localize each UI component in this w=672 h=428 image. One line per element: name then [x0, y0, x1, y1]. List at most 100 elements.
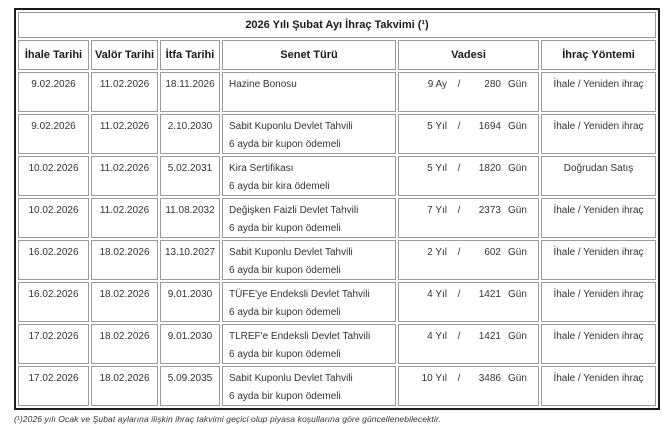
cell-ihrac-yontemi: İhale / Yeniden ihraç [541, 72, 657, 112]
cell-senet-turu: Kira Sertifikası 6 ayda bir kira ödemeli [222, 156, 396, 196]
vade-donem: 10 Yıl [421, 373, 447, 384]
senet-turu-line1: Sabit Kuponlu Devlet Tahvili [229, 373, 353, 384]
cell-itfa-tarihi: 13.10.2027 [160, 240, 220, 280]
senet-turu-line1: TLREF'e Endeksli Devlet Tahvili [229, 331, 371, 342]
vade-gun-sayisi: 1421 [478, 331, 501, 342]
cell-ihale-tarihi: 17.02.2026 [18, 324, 89, 364]
vade-donem: 4 Yıl [427, 289, 447, 300]
vade-donem: 4 Yıl [427, 331, 447, 342]
vade-ayrac: / [457, 163, 461, 174]
vade-birim: Gün [508, 247, 527, 258]
cell-valor-tarihi: 18.02.2026 [91, 240, 158, 280]
vade-ayrac: / [457, 205, 461, 216]
cell-senet-turu: Sabit Kuponlu Devlet Tahvili 6 ayda bir … [222, 114, 396, 154]
table-row: 10.02.2026 11.02.2026 5.02.2031 Kira Ser… [18, 156, 657, 196]
vade-ayrac: / [457, 247, 461, 258]
cell-ihrac-yontemi: Doğrudan Satış [541, 156, 657, 196]
vade-birim: Gün [508, 163, 527, 174]
cell-valor-tarihi: 11.02.2026 [91, 156, 158, 196]
cell-ihrac-yontemi: İhale / Yeniden ihraç [541, 198, 657, 238]
table-row: 16.02.2026 18.02.2026 9.01.2030 TÜFE'ye … [18, 282, 657, 322]
header-row: İhale Tarihi Valör Tarihi İtfa Tarihi Se… [18, 40, 657, 70]
vade-gun-sayisi: 280 [484, 79, 501, 90]
footnote: (¹)2026 yılı Ocak ve Şubat aylarına iliş… [14, 414, 441, 424]
ihrac-takvimi-table: 2026 Yılı Şubat Ayı İhraç Takvimi (¹) İh… [14, 8, 661, 410]
cell-valor-tarihi: 18.02.2026 [91, 366, 158, 406]
cell-valor-tarihi: 18.02.2026 [91, 282, 158, 322]
senet-turu-line2: 6 ayda bir kupon ödemeli [229, 265, 341, 276]
vade-gun-sayisi: 1820 [478, 163, 501, 174]
senet-turu-line2: 6 ayda bir kupon ödemeli [229, 307, 341, 318]
vade-donem: 7 Yıl [427, 205, 447, 216]
col-header-ihale-tarihi: İhale Tarihi [18, 40, 89, 70]
vade-gun-sayisi: 602 [484, 247, 501, 258]
cell-vadesi: 2 Yıl / 602 Gün [398, 240, 539, 280]
cell-vadesi: 4 Yıl / 1421 Gün [398, 282, 539, 322]
senet-turu-line1: Sabit Kuponlu Devlet Tahvili [229, 247, 353, 258]
vade-ayrac: / [457, 373, 461, 384]
cell-itfa-tarihi: 9.01.2030 [160, 282, 220, 322]
senet-turu-line2: 6 ayda bir kira ödemeli [229, 181, 330, 192]
senet-turu-line2: 6 ayda bir kupon ödemeli [229, 223, 341, 234]
cell-ihrac-yontemi: İhale / Yeniden ihraç [541, 114, 657, 154]
cell-ihrac-yontemi: İhale / Yeniden ihraç [541, 240, 657, 280]
table-row: 9.02.2026 11.02.2026 2.10.2030 Sabit Kup… [18, 114, 657, 154]
cell-itfa-tarihi: 11.08.2032 [160, 198, 220, 238]
cell-valor-tarihi: 11.02.2026 [91, 114, 158, 154]
cell-valor-tarihi: 18.02.2026 [91, 324, 158, 364]
cell-ihale-tarihi: 17.02.2026 [18, 366, 89, 406]
senet-turu-line2: 6 ayda bir kupon ödemeli [229, 139, 341, 150]
table-body: 9.02.2026 11.02.2026 18.11.2026 Hazine B… [18, 72, 657, 406]
senet-turu-line2: 6 ayda bir kupon ödemeli [229, 391, 341, 402]
senet-turu-line1: Hazine Bonosu [229, 79, 297, 90]
cell-ihale-tarihi: 10.02.2026 [18, 198, 89, 238]
cell-vadesi: 10 Yıl / 3486 Gün [398, 366, 539, 406]
cell-ihale-tarihi: 16.02.2026 [18, 240, 89, 280]
cell-itfa-tarihi: 5.02.2031 [160, 156, 220, 196]
cell-ihrac-yontemi: İhale / Yeniden ihraç [541, 282, 657, 322]
cell-vadesi: 5 Yıl / 1694 Gün [398, 114, 539, 154]
vade-birim: Gün [508, 79, 527, 90]
vade-birim: Gün [508, 289, 527, 300]
cell-senet-turu: Sabit Kuponlu Devlet Tahvili 6 ayda bir … [222, 240, 396, 280]
vade-ayrac: / [457, 79, 461, 90]
vade-ayrac: / [457, 121, 461, 132]
cell-senet-turu: Hazine Bonosu [222, 72, 396, 112]
cell-senet-turu: Sabit Kuponlu Devlet Tahvili 6 ayda bir … [222, 366, 396, 406]
table-row: 17.02.2026 18.02.2026 9.01.2030 TLREF'e … [18, 324, 657, 364]
cell-ihale-tarihi: 9.02.2026 [18, 114, 89, 154]
title-row: 2026 Yılı Şubat Ayı İhraç Takvimi (¹) [18, 12, 657, 38]
table-row: 10.02.2026 11.02.2026 11.08.2032 Değişke… [18, 198, 657, 238]
vade-donem: 9 Ay [427, 79, 447, 90]
col-header-valor-tarihi: Valör Tarihi [91, 40, 158, 70]
table-row: 16.02.2026 18.02.2026 13.10.2027 Sabit K… [18, 240, 657, 280]
cell-itfa-tarihi: 5.09.2035 [160, 366, 220, 406]
cell-vadesi: 4 Yıl / 1421 Gün [398, 324, 539, 364]
vade-ayrac: / [457, 331, 461, 342]
col-header-vadesi: Vadesi [398, 40, 539, 70]
cell-itfa-tarihi: 9.01.2030 [160, 324, 220, 364]
cell-ihale-tarihi: 10.02.2026 [18, 156, 89, 196]
vade-gun-sayisi: 1421 [478, 289, 501, 300]
cell-vadesi: 7 Yıl / 2373 Gün [398, 198, 539, 238]
senet-turu-line1: Sabit Kuponlu Devlet Tahvili [229, 121, 353, 132]
cell-valor-tarihi: 11.02.2026 [91, 72, 158, 112]
cell-senet-turu: TLREF'e Endeksli Devlet Tahvili 6 ayda b… [222, 324, 396, 364]
cell-senet-turu: Değişken Faizli Devlet Tahvili 6 ayda bi… [222, 198, 396, 238]
cell-ihrac-yontemi: İhale / Yeniden ihraç [541, 324, 657, 364]
vade-birim: Gün [508, 121, 527, 132]
senet-turu-line1: TÜFE'ye Endeksli Devlet Tahvili [229, 289, 370, 300]
senet-turu-line1: Kira Sertifikası [229, 163, 294, 174]
col-header-senet-turu: Senet Türü [222, 40, 396, 70]
vade-ayrac: / [457, 289, 461, 300]
vade-donem: 5 Yıl [427, 163, 447, 174]
cell-itfa-tarihi: 18.11.2026 [160, 72, 220, 112]
cell-ihale-tarihi: 16.02.2026 [18, 282, 89, 322]
table-row: 9.02.2026 11.02.2026 18.11.2026 Hazine B… [18, 72, 657, 112]
cell-vadesi: 9 Ay / 280 Gün [398, 72, 539, 112]
senet-turu-line2: 6 ayda bir kupon ödemeli [229, 349, 341, 360]
vade-birim: Gün [508, 331, 527, 342]
table-title: 2026 Yılı Şubat Ayı İhraç Takvimi (¹) [18, 12, 657, 38]
senet-turu-line1: Değişken Faizli Devlet Tahvili [229, 205, 359, 216]
cell-ihrac-yontemi: İhale / Yeniden ihraç [541, 366, 657, 406]
